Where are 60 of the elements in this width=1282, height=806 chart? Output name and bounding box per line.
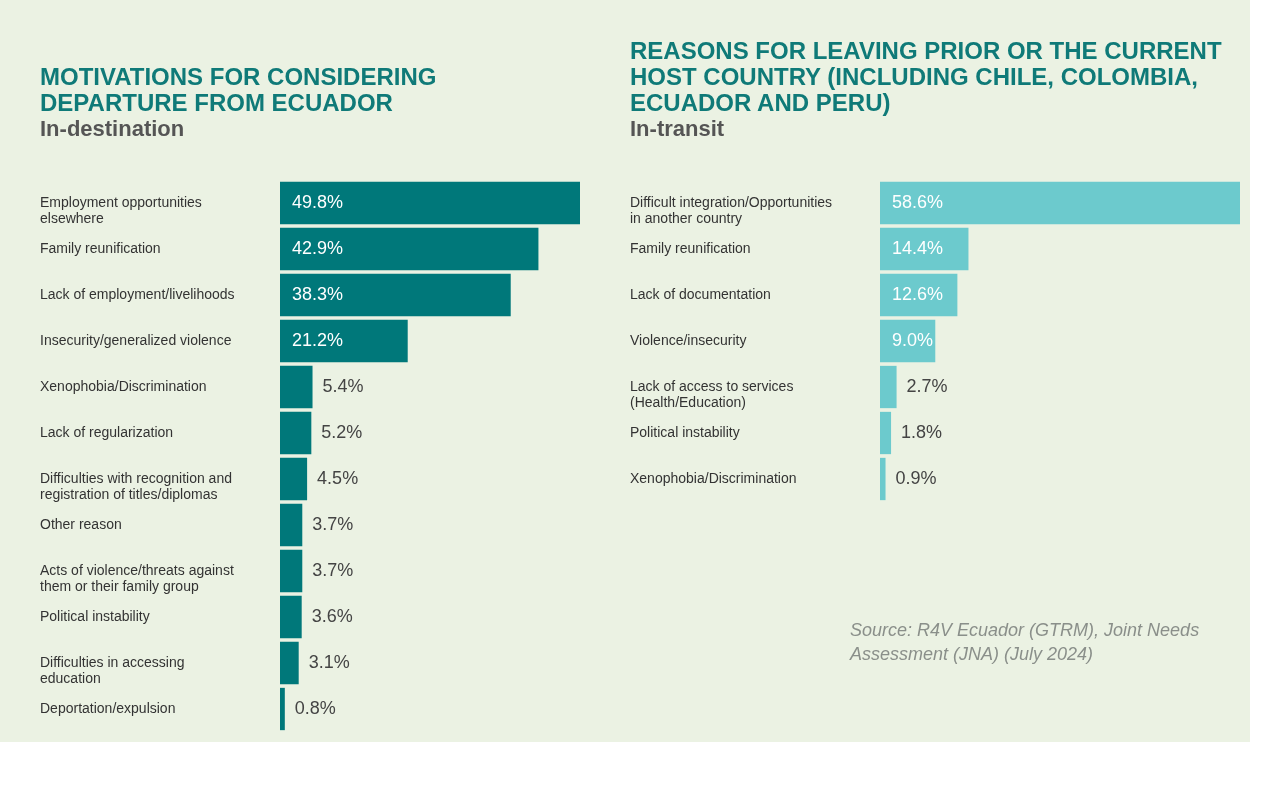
- y-tick-label: Xenophobia/Discrimination: [40, 378, 207, 394]
- y-tick-label: Family reunification: [40, 240, 161, 256]
- bar: [280, 457, 308, 501]
- y-tick-label: Violence/insecurity: [630, 332, 747, 348]
- data-label: 58.6%: [892, 192, 944, 212]
- data-label: 38.3%: [292, 284, 344, 304]
- data-label: 5.4%: [322, 376, 364, 396]
- y-tick-label: Employment opportunities elsewhere: [40, 194, 202, 226]
- bar: [280, 549, 303, 593]
- y-tick-label: Lack of access to services (Health/Education): [630, 378, 794, 410]
- y-tick-label: Insecurity/generalized violence: [40, 332, 232, 348]
- data-label: 3.7%: [312, 514, 354, 534]
- y-tick-label: Acts of violence/threats against them or their family group: [40, 562, 234, 594]
- source-note: Source: R4V Ecuador (GTRM), Joint Needs Assessment (JNA) (July 2024): [849, 620, 1200, 664]
- bar: [280, 365, 313, 409]
- bar: [880, 181, 1240, 225]
- data-label: 42.9%: [292, 238, 344, 258]
- chart-title: MOTIVATIONS FOR CONSIDERING DEPARTURE FROM ECUADOR: [40, 63, 437, 116]
- y-tick-label: Difficult integration/Opportunities in another country: [630, 194, 833, 226]
- data-label: 12.6%: [892, 284, 944, 304]
- y-tick-label: Lack of documentation: [630, 286, 771, 302]
- data-label: 21.2%: [292, 330, 344, 350]
- data-label: 4.5%: [317, 468, 359, 488]
- data-label: 49.8%: [292, 192, 344, 212]
- y-tick-label: Political instability: [40, 608, 150, 624]
- y-tick-label: Political instability: [630, 424, 740, 440]
- bar: [880, 457, 886, 501]
- y-tick-label: Lack of regularization: [40, 424, 174, 440]
- bar: [280, 227, 539, 271]
- y-tick-label: Difficulties with recognition and registration of titles/diplomas: [40, 470, 232, 502]
- data-label: 3.1%: [308, 652, 350, 672]
- y-tick-label: Family reunification: [630, 240, 751, 256]
- y-tick-label: Deportation/expulsion: [40, 700, 176, 716]
- y-tick-label: Difficulties in accessing education: [40, 654, 185, 686]
- bar: [280, 319, 408, 363]
- chart-subtitle: In-destination: [40, 116, 185, 141]
- y-tick-label: Lack of employment/livelihoods: [40, 286, 235, 302]
- data-label: 9.0%: [892, 330, 934, 350]
- data-label: 1.8%: [901, 422, 943, 442]
- chart-title: REASONS FOR LEAVING PRIOR OR THE CURRENT HOST COUNTRY (INCLUDING CHILE, COLOMBIA, ECUADOR AND PERU): [630, 37, 1222, 116]
- data-label: 14.4%: [892, 238, 944, 258]
- bar: [280, 641, 299, 685]
- data-label: 0.9%: [895, 468, 937, 488]
- text: In-transit: [630, 116, 725, 141]
- bar: [880, 365, 897, 409]
- data-label: 2.7%: [906, 376, 948, 396]
- bar: [880, 411, 892, 455]
- data-label: 0.8%: [294, 698, 336, 718]
- bar: [880, 227, 969, 271]
- bar: [280, 273, 511, 317]
- bar: [280, 181, 580, 225]
- bar: [280, 687, 285, 731]
- bar: [280, 503, 303, 547]
- y-tick-label: Xenophobia/Discrimination: [630, 470, 797, 486]
- bar: [280, 411, 312, 455]
- data-label: 5.2%: [321, 422, 363, 442]
- bar: [280, 595, 302, 639]
- data-label: 3.6%: [311, 606, 353, 626]
- y-tick-label: Other reason: [40, 516, 122, 532]
- data-label: 3.7%: [312, 560, 354, 580]
